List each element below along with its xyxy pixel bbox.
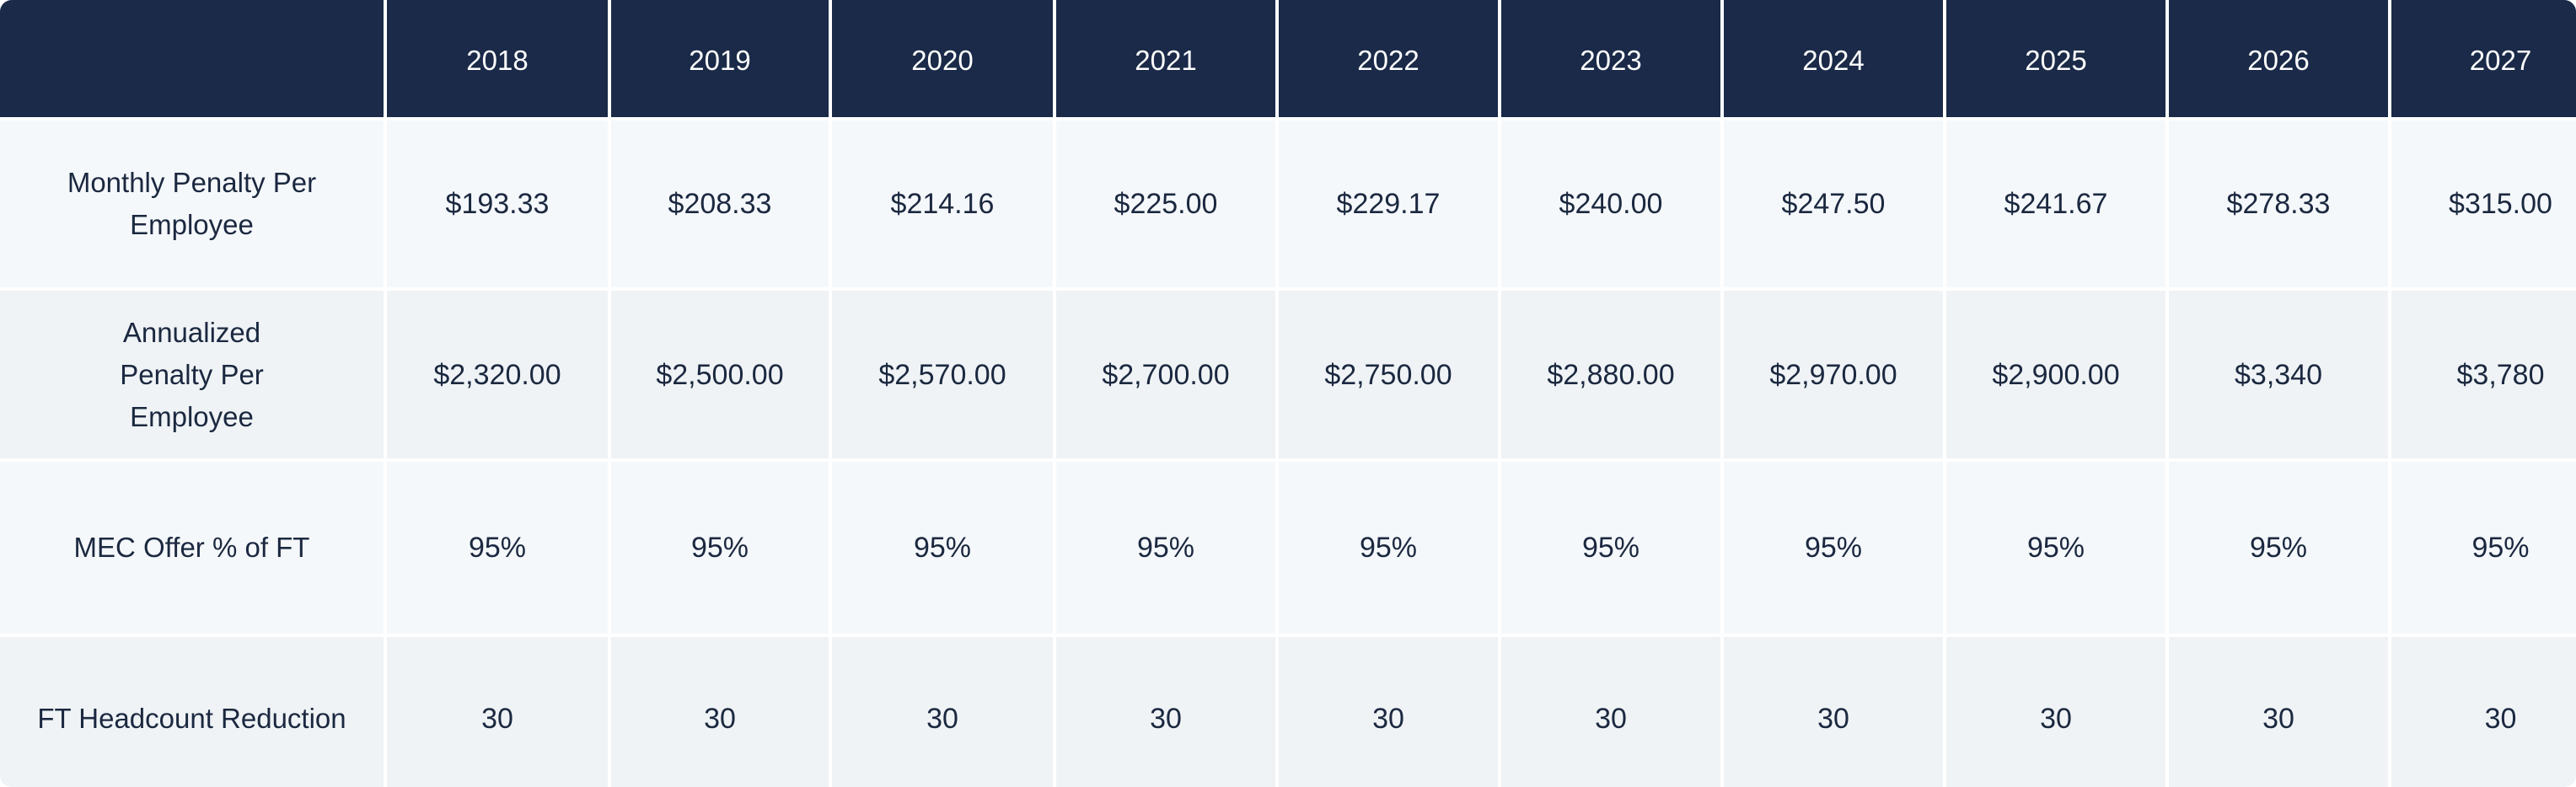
column-header: 2021 (1056, 0, 1275, 117)
table-cell: $2,900.00 (1946, 291, 2165, 458)
table-cell: $229.17 (1279, 120, 1498, 287)
row-label-annualized-penalty: Annualized Penalty Per Employee (0, 291, 384, 458)
column-header: 2027 (2391, 0, 2576, 117)
table-cell: 95% (1279, 462, 1498, 634)
table-cell: 30 (1056, 637, 1275, 787)
header-corner-cell (0, 0, 384, 117)
table-cell: $2,970.00 (1724, 291, 1943, 458)
row-label-mec-offer: MEC Offer % of FT (0, 462, 384, 634)
table-cell: 95% (1724, 462, 1943, 634)
table-cell: 95% (1056, 462, 1275, 634)
table-cell: 95% (1501, 462, 1720, 634)
table-cell: 95% (2391, 462, 2576, 634)
table-cell: $3,780 (2391, 291, 2576, 458)
table-cell: $193.33 (387, 120, 608, 287)
table-cell: $278.33 (2169, 120, 2388, 287)
table-cell: 30 (387, 637, 608, 787)
column-header: 2020 (832, 0, 1053, 117)
column-header: 2022 (1279, 0, 1498, 117)
table-cell: 30 (1279, 637, 1498, 787)
table-cell: 95% (2169, 462, 2388, 634)
table-cell: $214.16 (832, 120, 1053, 287)
table-cell: $208.33 (611, 120, 829, 287)
table-cell: $240.00 (1501, 120, 1720, 287)
table-cell: $2,700.00 (1056, 291, 1275, 458)
table-cell: 95% (1946, 462, 2165, 634)
table-cell: $3,340 (2169, 291, 2388, 458)
table-cell: 95% (611, 462, 829, 634)
table-cell: $315.00 (2391, 120, 2576, 287)
table-cell: 30 (2169, 637, 2388, 787)
table-cell: 30 (1724, 637, 1943, 787)
column-header: 2023 (1501, 0, 1720, 117)
table-cell: 30 (1946, 637, 2165, 787)
column-header: 2018 (387, 0, 608, 117)
table-cell: $247.50 (1724, 120, 1943, 287)
column-header: 2025 (1946, 0, 2165, 117)
table-cell: $2,880.00 (1501, 291, 1720, 458)
table-cell: 30 (1501, 637, 1720, 787)
table-cell: 95% (832, 462, 1053, 634)
row-label-ft-headcount: FT Headcount Reduction (0, 637, 384, 787)
column-header: 2026 (2169, 0, 2388, 117)
table-cell: $2,500.00 (611, 291, 829, 458)
table-cell: 95% (387, 462, 608, 634)
table-cell: $241.67 (1946, 120, 2165, 287)
row-label-monthly-penalty: Monthly Penalty Per Employee (0, 120, 384, 287)
table-cell: $225.00 (1056, 120, 1275, 287)
column-header: 2024 (1724, 0, 1943, 117)
table-cell: 30 (2391, 637, 2576, 787)
table-cell: $2,570.00 (832, 291, 1053, 458)
column-header: 2019 (611, 0, 829, 117)
table-cell: $2,750.00 (1279, 291, 1498, 458)
table-cell: 30 (611, 637, 829, 787)
table-cell: 30 (832, 637, 1053, 787)
table-cell: $2,320.00 (387, 291, 608, 458)
